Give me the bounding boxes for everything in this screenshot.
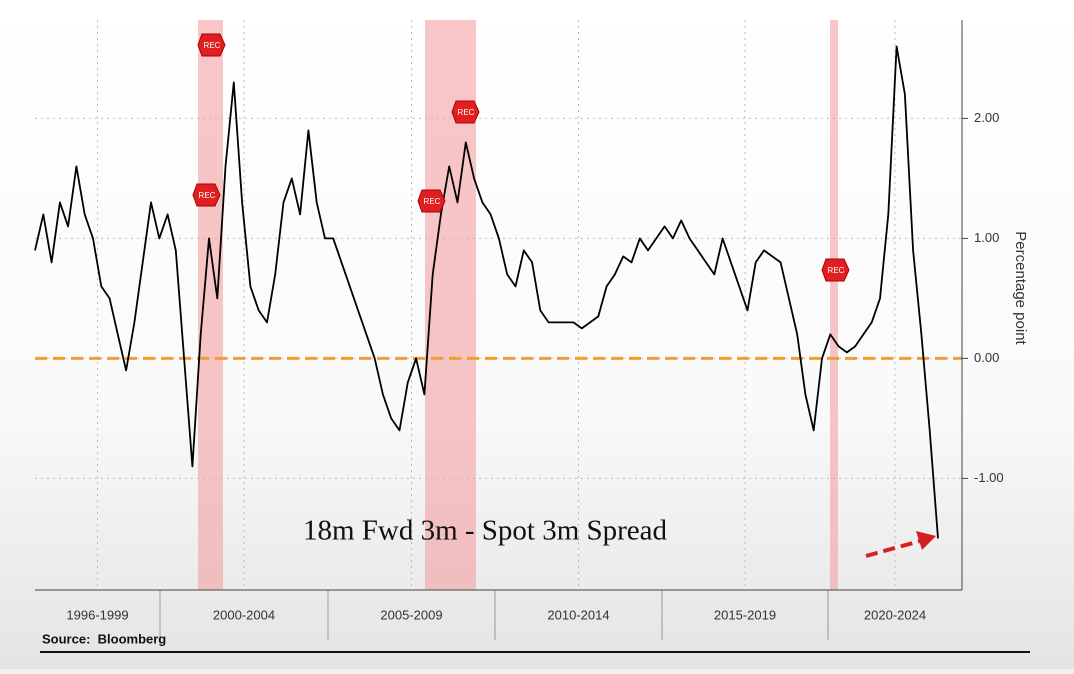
x-period-label: 2000-2004 <box>213 607 275 622</box>
annotation: 18m Fwd 3m - Spot 3m Spread <box>303 515 668 547</box>
recession-band <box>830 20 838 590</box>
rec-label: REC <box>424 197 441 206</box>
y-tick-label: 2.00 <box>974 110 999 125</box>
rec-marker <box>821 258 850 282</box>
arrow <box>865 539 921 558</box>
x-period-label: 2015-2019 <box>714 607 776 622</box>
spread-line <box>34 45 939 539</box>
y-axis-label: Percentage point <box>1012 231 1029 345</box>
x-period-label: 1996-1999 <box>66 607 128 622</box>
rec-marker <box>451 100 480 124</box>
rec-label: REC <box>828 266 845 275</box>
arrow-head <box>916 531 936 550</box>
rec-label: REC <box>199 191 216 200</box>
rec-marker <box>192 183 221 207</box>
rec-marker <box>197 33 226 57</box>
x-period-label: 2005-2009 <box>380 607 442 622</box>
rec-label: REC <box>458 108 475 117</box>
rec-label: REC <box>204 41 221 50</box>
y-tick-label: 0.00 <box>974 350 999 365</box>
y-tick-label: 1.00 <box>974 230 999 245</box>
recession-band <box>198 20 223 590</box>
rec-marker <box>417 189 446 213</box>
y-tick-label: -1.00 <box>974 470 1004 485</box>
x-period-label: 2020-2024 <box>864 607 926 622</box>
x-period-label: 2010-2014 <box>547 607 609 622</box>
source: Source: Bloomberg <box>42 631 166 646</box>
